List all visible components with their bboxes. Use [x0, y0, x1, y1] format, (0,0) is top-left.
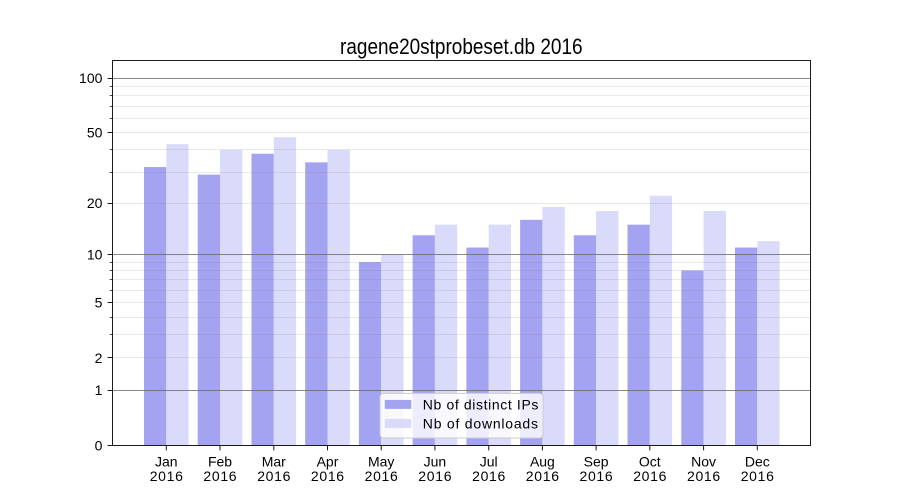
svg-text:Apr: Apr — [317, 453, 339, 469]
svg-text:2016: 2016 — [418, 468, 451, 484]
svg-text:2016: 2016 — [150, 468, 183, 484]
svg-text:2016: 2016 — [633, 468, 666, 484]
svg-text:100: 100 — [79, 70, 103, 86]
svg-text:Feb: Feb — [208, 453, 232, 469]
svg-text:Aug: Aug — [530, 453, 555, 469]
svg-text:Sep: Sep — [584, 453, 609, 469]
svg-text:2016: 2016 — [472, 468, 505, 484]
svg-text:Nb of distinct IPs: Nb of distinct IPs — [423, 396, 539, 412]
svg-text:2: 2 — [95, 350, 103, 366]
svg-text:Dec: Dec — [745, 453, 770, 469]
svg-text:May: May — [368, 453, 394, 469]
svg-text:10: 10 — [87, 247, 103, 263]
svg-text:2016: 2016 — [203, 468, 236, 484]
svg-text:2016: 2016 — [365, 468, 398, 484]
svg-text:Mar: Mar — [262, 453, 286, 469]
svg-text:2016: 2016 — [687, 468, 720, 484]
svg-text:Jan: Jan — [155, 453, 178, 469]
svg-text:Nb of downloads: Nb of downloads — [423, 415, 538, 431]
svg-text:2016: 2016 — [257, 468, 290, 484]
svg-text:Nov: Nov — [691, 453, 716, 469]
svg-text:Jun: Jun — [424, 453, 447, 469]
svg-text:ragene20stprobeset.db 2016: ragene20stprobeset.db 2016 — [340, 34, 583, 59]
svg-text:2016: 2016 — [311, 468, 344, 484]
svg-text:Oct: Oct — [639, 453, 661, 469]
svg-text:2016: 2016 — [741, 468, 774, 484]
svg-text:2016: 2016 — [526, 468, 559, 484]
svg-text:5: 5 — [95, 295, 103, 311]
svg-text:20: 20 — [87, 195, 103, 211]
svg-text:1: 1 — [95, 382, 103, 398]
svg-text:0: 0 — [95, 437, 103, 453]
svg-text:2016: 2016 — [580, 468, 613, 484]
svg-text:50: 50 — [87, 124, 103, 140]
svg-text:Jul: Jul — [480, 453, 498, 469]
